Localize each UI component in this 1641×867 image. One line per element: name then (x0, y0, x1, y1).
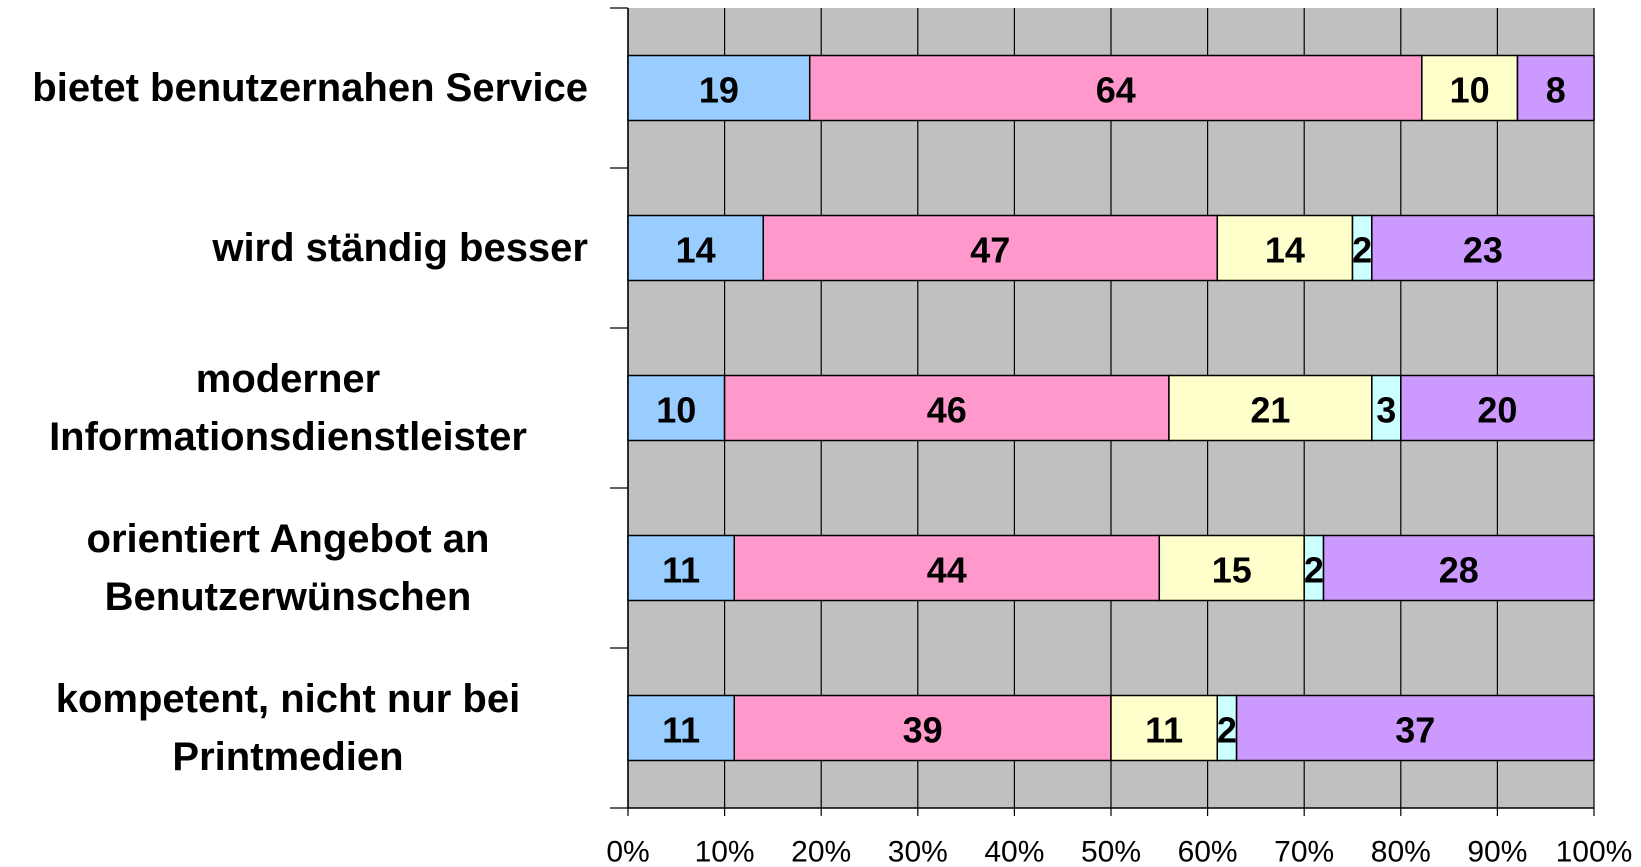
data-label: 3 (1376, 390, 1396, 431)
bar-segment (627, 534, 736, 602)
data-label: 21 (1250, 390, 1290, 431)
bar-segment (1371, 214, 1595, 282)
data-label: 11 (662, 710, 700, 751)
category-text: kompetent, nicht nur bei Printmedien (55, 677, 521, 779)
category-text: wird ständig besser (212, 226, 588, 270)
x-tick-label: 80% (1371, 836, 1431, 867)
x-tick-label: 40% (984, 836, 1044, 867)
data-label: 47 (970, 230, 1010, 271)
category-text: bietet benutzernahen Service (32, 66, 588, 110)
data-label: 2 (1352, 230, 1372, 271)
data-label: 37 (1395, 710, 1435, 751)
category-label: kompetent, nicht nur bei Printmedien (0, 670, 588, 786)
data-label: 44 (927, 550, 967, 591)
data-label: 14 (1265, 230, 1305, 271)
bar-segment (762, 214, 1219, 282)
bar-segment (1371, 374, 1402, 442)
category-label: wird ständig besser (0, 219, 588, 277)
x-tick-label: 50% (1081, 836, 1141, 867)
data-label: 64 (1096, 70, 1136, 111)
data-label: 15 (1212, 550, 1252, 591)
data-label: 19 (699, 70, 739, 111)
data-label: 14 (676, 230, 716, 271)
category-label: moderner Informationsdienstleister (0, 350, 588, 466)
data-label: 28 (1439, 550, 1479, 591)
x-tick-label: 0% (606, 836, 649, 867)
x-tick-label: 20% (791, 836, 851, 867)
x-tick-label: 10% (695, 836, 755, 867)
data-label: 2 (1217, 710, 1237, 751)
bar-segment (1322, 534, 1595, 602)
bar-segment (723, 374, 1170, 442)
data-label: 2 (1304, 550, 1324, 591)
bar-segment (733, 694, 1112, 762)
data-label: 20 (1477, 390, 1517, 431)
x-tick-label: 30% (888, 836, 948, 867)
category-label: orientiert Angebot an Benutzerwünschen (0, 510, 588, 626)
category-text: orientiert Angebot an Benutzerwünschen (86, 517, 490, 619)
bar-segment (627, 694, 736, 762)
data-label: 11 (1145, 710, 1183, 751)
data-label: 8 (1546, 70, 1566, 111)
bar-segment (1235, 694, 1595, 762)
category-label: bietet benutzernahen Service (0, 59, 588, 117)
data-label: 10 (1450, 70, 1490, 111)
category-text: moderner Informationsdienstleister (49, 357, 527, 459)
bar-segment (627, 214, 764, 282)
data-label: 11 (662, 550, 700, 591)
data-label: 10 (656, 390, 696, 431)
bar-segment (1158, 534, 1305, 602)
data-label: 46 (927, 390, 967, 431)
bar-segment (1216, 214, 1354, 282)
x-tick-label: 60% (1178, 836, 1238, 867)
bar-segment (1400, 374, 1595, 442)
x-tick-label: 100% (1556, 836, 1633, 867)
data-label: 39 (903, 710, 943, 751)
bar-segment (627, 54, 811, 122)
bar-segment (1110, 694, 1219, 762)
data-label: 23 (1463, 230, 1503, 271)
x-tick-label: 70% (1274, 836, 1334, 867)
bar-segment (1516, 54, 1595, 122)
x-tick-label: 90% (1467, 836, 1527, 867)
